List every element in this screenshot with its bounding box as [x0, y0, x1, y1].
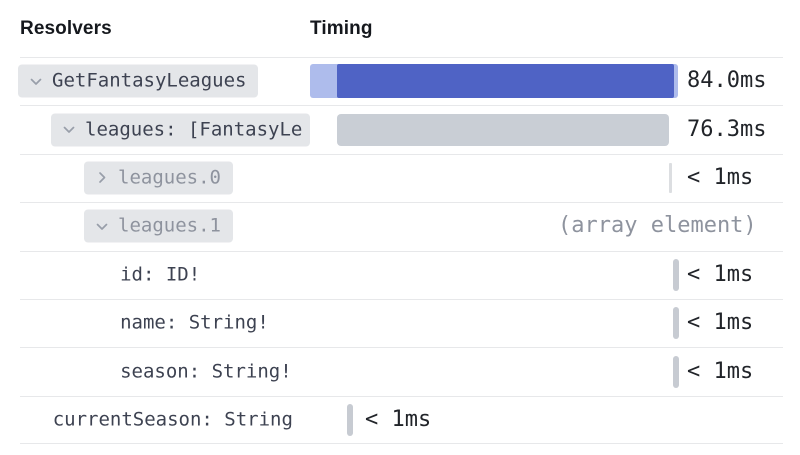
timing-bar-tick [347, 403, 353, 436]
resolver-label: leagues.1 [118, 214, 221, 237]
timing-duration-label: < 1ms [687, 164, 754, 190]
timing-duration-label: 84.0ms [687, 68, 767, 94]
timing-bar-base-light [310, 64, 678, 99]
resolver-label: leagues: [FantasyLe [85, 118, 303, 141]
chevron-down-icon [63, 126, 75, 133]
resolver-label: GetFantasyLeagues [52, 69, 247, 92]
resolver-rows: GetFantasyLeagues 84.0ms leagues: [Fantasy… [0, 57, 800, 445]
resolver-pill[interactable]: leagues.0 [84, 161, 233, 195]
timing-bar-tick [673, 307, 679, 340]
timing-bar-tick-thin [669, 162, 672, 193]
resolvers-column-header: Resolvers [20, 17, 112, 39]
timing-bar-tick [673, 355, 679, 388]
trace-header: Resolvers Timing [0, 0, 800, 57]
resolver-row: currentSeason: String < 1ms [0, 395, 800, 445]
chevron-down-icon [30, 78, 42, 85]
resolver-label: name: String! [120, 311, 269, 334]
timing-annotation: (array element) [558, 213, 757, 239]
resolver-row: leagues.0 < 1ms [0, 153, 800, 202]
resolver-pill[interactable]: GetFantasyLeagues [18, 64, 259, 98]
timing-bar-solid-gray [337, 113, 669, 146]
timing-column-header: Timing [310, 17, 373, 39]
timing-duration-label: < 1ms [687, 261, 754, 287]
timing-duration-label: < 1ms [365, 406, 432, 432]
resolver-row: season: String! < 1ms [0, 347, 800, 395]
chevron-right-icon [99, 172, 106, 184]
resolver-row: leagues.1 (array element) [0, 202, 800, 250]
resolver-label: id: ID! [120, 263, 201, 286]
timing-duration-label: < 1ms [687, 310, 754, 336]
resolver-pill[interactable]: leagues: [FantasyLe [51, 113, 310, 147]
resolver-label: currentSeason: String [52, 408, 293, 431]
chevron-down-icon [96, 223, 108, 230]
timing-duration-label: 76.3ms [687, 116, 767, 142]
timing-bar-overlay-dark [337, 64, 674, 99]
resolver-label: season: String! [120, 360, 292, 383]
resolver-row: leagues: [FantasyLe 76.3ms [0, 105, 800, 153]
resolver-row: id: ID! < 1ms [0, 250, 800, 299]
resolver-label: leagues.0 [118, 166, 221, 189]
timing-bar-tick [673, 258, 679, 291]
resolver-row: name: String! < 1ms [0, 298, 800, 347]
resolver-pill[interactable]: leagues.1 [84, 209, 233, 243]
resolver-row: GetFantasyLeagues 84.0ms [0, 57, 800, 105]
timing-duration-label: < 1ms [687, 358, 754, 384]
